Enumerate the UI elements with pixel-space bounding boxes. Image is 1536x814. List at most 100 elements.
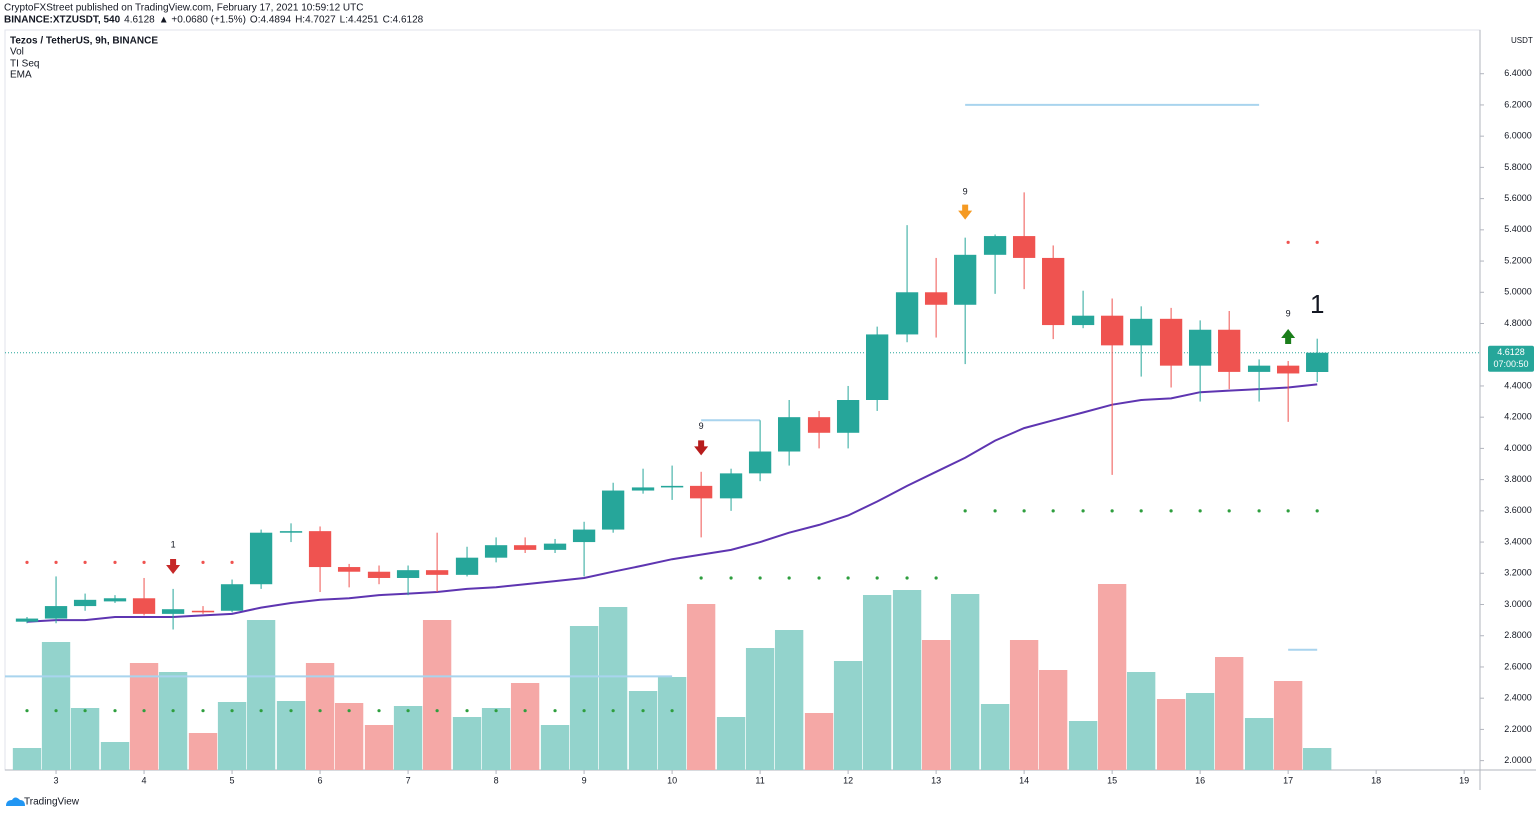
candle-body	[279, 531, 303, 533]
chart-title: Tezos / TetherUS, 9h, BINANCE	[10, 36, 158, 47]
volume-bar	[334, 703, 364, 770]
x-tick-label: 14	[1019, 775, 1029, 785]
x-tick-label: 5	[230, 775, 235, 785]
volume-bar	[1244, 718, 1274, 770]
y-tick-label: 2.8000	[1504, 630, 1532, 640]
ohlc-value: 4.4894	[260, 15, 291, 26]
candle-body	[15, 618, 39, 622]
td-dot	[1198, 509, 1202, 513]
last-price-tag	[1488, 345, 1534, 372]
volume-bar	[305, 663, 335, 770]
candle-body	[895, 292, 919, 335]
volume-bar	[452, 717, 482, 770]
td-dot	[142, 709, 146, 713]
publisher: CryptoFXStreet published on TradingView.…	[4, 3, 363, 14]
td-dot	[377, 709, 381, 713]
td-dot	[758, 576, 762, 580]
td-dot	[963, 509, 967, 513]
x-tick-label: 10	[667, 775, 677, 785]
ohlc-value: 4.7027	[305, 15, 336, 26]
volume-bar	[1303, 748, 1332, 770]
volume-bar	[1097, 584, 1127, 770]
y-tick-label: 5.6000	[1504, 193, 1532, 203]
ohlc-label: O:	[250, 15, 261, 26]
x-tick-label: 7	[406, 775, 411, 785]
candle-body	[1071, 315, 1095, 326]
td-dot	[259, 709, 263, 713]
y-tick-label: 3.2000	[1504, 568, 1532, 578]
y-tick-label: 3.6000	[1504, 505, 1532, 515]
td-dot	[1286, 509, 1290, 513]
td-dot	[113, 709, 117, 713]
candle-body	[954, 254, 977, 305]
y-tick-label: 5.8000	[1504, 162, 1532, 172]
td-dot	[113, 560, 117, 564]
candle-body	[689, 485, 713, 499]
td-arrow	[958, 204, 973, 220]
candle-body	[660, 485, 684, 488]
ohlc-label: C:	[383, 15, 393, 26]
td-dot	[25, 709, 29, 713]
volume-bar	[129, 663, 159, 770]
volume-bar	[1009, 640, 1039, 770]
td-dot	[1081, 509, 1085, 513]
volume-bar	[510, 683, 540, 770]
td-dot	[641, 709, 645, 713]
td-dot	[993, 509, 997, 513]
indicator-legend: Vol	[10, 47, 24, 58]
td-dot	[406, 709, 410, 713]
ohlc-value: 4.4251	[348, 15, 379, 26]
indicator-legend: TI Seq	[10, 59, 39, 70]
price-change: ▲ +0.0680 (+1.5%)	[159, 15, 246, 26]
volume-bar	[70, 708, 100, 770]
volume-bar	[1068, 721, 1098, 770]
volume-bar	[569, 626, 599, 770]
td-dot	[1051, 509, 1055, 513]
volume-bar	[188, 733, 218, 770]
indicator-legend: EMA	[10, 70, 32, 81]
td-count: 9	[1286, 309, 1291, 319]
volume-bar	[276, 701, 306, 770]
candle-body	[601, 490, 625, 530]
td-count: 9	[963, 187, 968, 197]
candle-body	[44, 606, 68, 619]
td-dot	[289, 709, 293, 713]
volume-bar	[364, 725, 394, 770]
x-tick-label: 15	[1107, 775, 1117, 785]
candle-body	[367, 571, 391, 578]
td-dot	[582, 709, 586, 713]
td-dot	[934, 576, 938, 580]
y-tick-label: 2.4000	[1504, 693, 1532, 703]
x-tick-label: 19	[1459, 775, 1469, 785]
y-tick-label: 5.4000	[1504, 224, 1532, 234]
td-dot	[1315, 509, 1319, 513]
candle-body	[455, 557, 479, 575]
candle-body	[836, 400, 860, 433]
volume-bar	[12, 748, 42, 770]
candle-body	[425, 570, 449, 575]
candle-body	[1188, 329, 1212, 366]
td-arrow	[694, 440, 709, 456]
plot: 1 9 9 9 1	[5, 103, 1480, 770]
brand-logo	[6, 797, 25, 806]
candle-body	[1042, 257, 1065, 326]
candle-body	[1247, 365, 1271, 372]
td-dot	[83, 560, 87, 564]
volume-bar	[892, 590, 922, 770]
y-tick-label: 3.0000	[1504, 599, 1532, 609]
candle-body	[103, 598, 127, 602]
candle-body	[631, 487, 655, 491]
td-dot	[435, 709, 439, 713]
td-count: 9	[699, 421, 704, 431]
td-dot	[523, 709, 527, 713]
td-dot	[875, 576, 879, 580]
candle-body	[308, 531, 332, 568]
volume-bar	[745, 648, 775, 770]
brand-name: TradingView	[24, 797, 80, 808]
countdown-label: 07:00:50	[1493, 359, 1528, 369]
symbol: BINANCE:XTZUSDT, 540	[4, 15, 121, 26]
y-tick-label: 4.0000	[1504, 443, 1532, 453]
td-dot	[553, 709, 557, 713]
x-tick-label: 9	[582, 775, 587, 785]
volume-bar	[921, 640, 951, 770]
